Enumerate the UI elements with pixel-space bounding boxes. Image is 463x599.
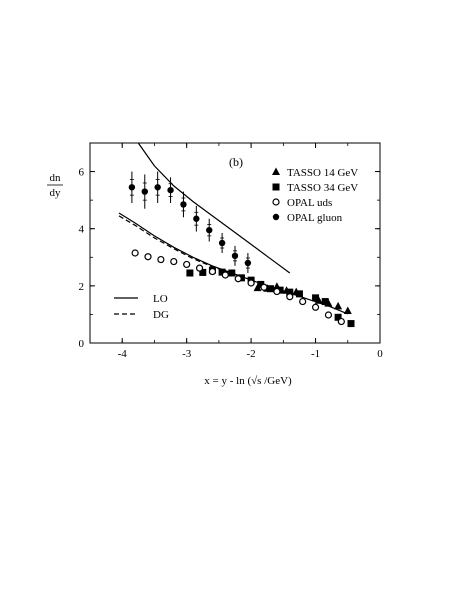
tasso-34-gev-point	[228, 269, 236, 277]
y-axis-title-top: dn	[50, 172, 62, 184]
opal-uds-point	[234, 275, 242, 283]
legend-label: OPAL uds	[287, 197, 332, 209]
curve-lo-0	[137, 142, 291, 274]
opal-gluon-point	[141, 188, 148, 195]
legend: TASSO 14 GeV TASSO 34 GeV OPAL uds OPAL glu…	[114, 167, 358, 321]
legend-label: TASSO 14 GeV	[287, 167, 358, 179]
data-markers	[128, 171, 355, 328]
opal-uds-point	[337, 317, 345, 326]
tasso-34-gev-point	[295, 290, 303, 298]
x-tick-label: -2	[247, 348, 256, 360]
opal-uds-point	[144, 253, 152, 261]
x-axis-title-prefix: x = y - ln (	[204, 375, 251, 387]
opal-uds-point	[286, 293, 294, 301]
opal-uds-point	[195, 264, 204, 272]
axes: -4 -3 -2 -1 0 0 2 4 6	[79, 142, 383, 360]
legend-label: TASSO 34 GeV	[287, 182, 358, 194]
panel-label: (b)	[229, 155, 243, 169]
x-axis-title: x = y - ln (√s /GeV)	[204, 375, 292, 387]
x-tick-label: -4	[118, 348, 128, 360]
y-tick-label: 4	[79, 224, 85, 236]
opal-gluon-point	[193, 215, 200, 222]
tasso-34-gev-point	[199, 268, 207, 276]
y-tick-label: 0	[79, 338, 85, 350]
tasso-34-gev-point	[257, 280, 265, 288]
opal-uds-point	[157, 255, 165, 264]
opal-gluon-point	[231, 252, 239, 260]
legend-line-label: LO	[153, 293, 168, 305]
legend-marker	[272, 213, 280, 221]
opal-uds-point	[273, 287, 281, 296]
opal-uds-point	[247, 279, 255, 287]
tasso-34-gev-point	[334, 313, 342, 321]
opal-uds-point	[324, 311, 333, 319]
plot-frame	[89, 142, 381, 344]
opal-gluon-point	[180, 201, 187, 208]
opal-gluon-point	[154, 184, 161, 191]
tasso-34-gev-point	[286, 288, 294, 296]
y-axis-title-bottom: dy	[50, 187, 62, 199]
opal-uds-point	[221, 271, 229, 279]
tasso-34-gev-point	[218, 268, 226, 276]
opal-gluon-point	[128, 184, 136, 191]
x-tick-label: -3	[182, 348, 192, 360]
tasso-34-gev-point	[312, 294, 320, 302]
opal-gluon-point	[167, 186, 174, 194]
legend-line-label: DG	[153, 309, 169, 321]
legend-marker	[272, 167, 280, 175]
y-tick-label: 6	[79, 167, 85, 179]
tasso-14-gev-point	[343, 306, 352, 314]
opal-gluon-point	[244, 259, 252, 267]
tasso-34-gev-point	[266, 285, 274, 293]
tasso-34-gev-point	[321, 298, 329, 306]
opal-uds-point	[170, 257, 178, 266]
y-tick-label: 2	[79, 281, 85, 293]
opal-uds-point	[311, 303, 320, 311]
legend-marker	[272, 198, 280, 206]
opal-gluon-point	[206, 226, 213, 234]
tasso-34-gev-point	[347, 320, 355, 328]
tasso-34-gev-point	[186, 269, 194, 277]
opal-uds-point	[131, 249, 139, 257]
legend-label: OPAL gluon	[287, 212, 343, 224]
legend-marker	[272, 183, 280, 191]
opal-uds-point	[260, 283, 268, 291]
tasso-14-gev-point	[334, 301, 343, 310]
x-tick-label: 0	[377, 348, 383, 360]
opal-uds-point	[183, 260, 191, 269]
x-axis-title-sqrt: √s	[251, 375, 261, 387]
opal-gluon-point	[218, 239, 226, 247]
opal-uds-point	[299, 297, 307, 306]
x-axis-title-suffix: /GeV)	[261, 375, 292, 387]
opal-uds-point	[208, 267, 217, 276]
x-tick-label: -1	[311, 348, 320, 360]
